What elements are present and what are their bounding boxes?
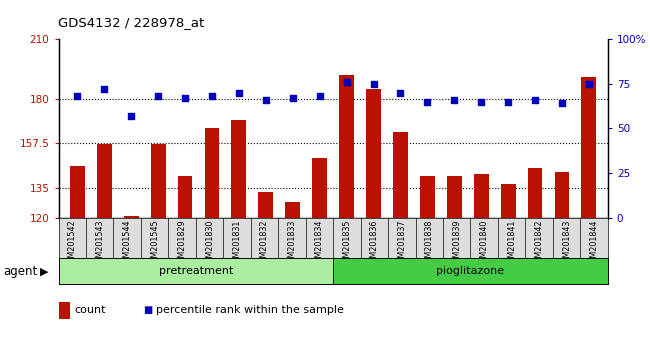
Bar bbox=[177, 176, 192, 218]
Text: pioglitazone: pioglitazone bbox=[436, 266, 504, 276]
Text: GSM201835: GSM201835 bbox=[343, 220, 352, 268]
Bar bbox=[312, 158, 327, 218]
Point bbox=[287, 95, 298, 101]
Point bbox=[72, 93, 83, 99]
Text: GSM201844: GSM201844 bbox=[590, 220, 599, 268]
Text: GSM201834: GSM201834 bbox=[315, 220, 324, 268]
Point bbox=[557, 101, 567, 106]
Point bbox=[584, 81, 594, 86]
Point bbox=[99, 86, 109, 92]
Text: agent: agent bbox=[3, 265, 38, 278]
Text: GSM201836: GSM201836 bbox=[370, 220, 379, 268]
Bar bbox=[205, 129, 219, 218]
Point bbox=[315, 93, 325, 99]
Bar bbox=[528, 168, 543, 218]
Bar bbox=[554, 172, 569, 218]
Bar bbox=[259, 192, 273, 218]
Bar bbox=[151, 144, 166, 218]
Bar bbox=[474, 174, 489, 218]
Bar bbox=[393, 132, 408, 218]
Point bbox=[530, 97, 540, 103]
Bar bbox=[447, 176, 462, 218]
Text: GDS4132 / 228978_at: GDS4132 / 228978_at bbox=[58, 16, 205, 29]
Bar bbox=[97, 144, 112, 218]
Text: ■: ■ bbox=[143, 306, 152, 315]
Text: ▶: ▶ bbox=[40, 266, 49, 276]
Text: GSM201832: GSM201832 bbox=[260, 220, 269, 268]
Point bbox=[153, 93, 163, 99]
Point bbox=[503, 99, 514, 104]
Bar bbox=[500, 184, 515, 218]
Text: GSM201843: GSM201843 bbox=[562, 220, 571, 268]
Text: GSM201542: GSM201542 bbox=[68, 220, 77, 268]
Text: GSM201831: GSM201831 bbox=[233, 220, 242, 268]
Text: pretreatment: pretreatment bbox=[159, 266, 233, 276]
Bar bbox=[582, 77, 596, 218]
Point bbox=[180, 95, 190, 101]
Text: GSM201838: GSM201838 bbox=[424, 220, 434, 268]
Text: GSM201837: GSM201837 bbox=[397, 220, 406, 268]
Text: GSM201830: GSM201830 bbox=[205, 220, 214, 268]
Text: GSM201829: GSM201829 bbox=[177, 220, 187, 268]
Text: GSM201842: GSM201842 bbox=[534, 220, 543, 268]
Bar bbox=[366, 88, 381, 218]
Text: GSM201833: GSM201833 bbox=[287, 220, 296, 268]
Bar bbox=[70, 166, 84, 218]
Text: count: count bbox=[75, 306, 106, 315]
Point bbox=[476, 99, 486, 104]
Text: GSM201841: GSM201841 bbox=[507, 220, 516, 268]
Point bbox=[422, 99, 432, 104]
Bar bbox=[420, 176, 435, 218]
Text: GSM201543: GSM201543 bbox=[95, 220, 104, 268]
Point bbox=[261, 97, 271, 103]
Point bbox=[395, 90, 406, 96]
Bar bbox=[124, 216, 138, 218]
Text: GSM201544: GSM201544 bbox=[123, 220, 132, 268]
Bar bbox=[339, 75, 354, 218]
Point bbox=[369, 81, 379, 86]
Bar bbox=[231, 120, 246, 218]
Point bbox=[341, 79, 352, 85]
Bar bbox=[285, 202, 300, 218]
Point bbox=[126, 113, 136, 119]
Point bbox=[234, 90, 244, 96]
Text: GSM201840: GSM201840 bbox=[480, 220, 489, 268]
Text: percentile rank within the sample: percentile rank within the sample bbox=[156, 306, 344, 315]
Point bbox=[449, 97, 460, 103]
Text: GSM201545: GSM201545 bbox=[150, 220, 159, 268]
Point bbox=[207, 93, 217, 99]
Text: GSM201839: GSM201839 bbox=[452, 220, 462, 268]
